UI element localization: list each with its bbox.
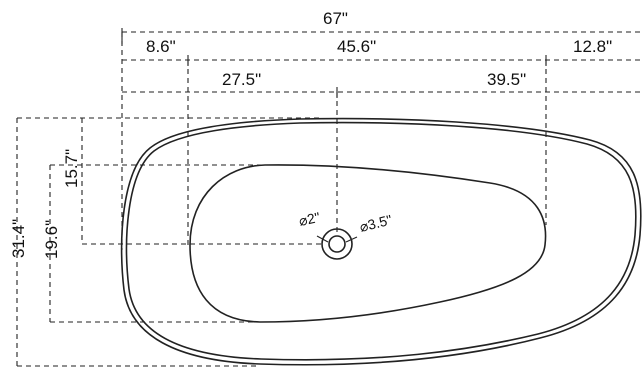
tub-outer-rim-inner xyxy=(125,121,637,361)
basin-outline xyxy=(189,164,547,323)
dim-left-to-drain: 27.5" xyxy=(222,70,261,89)
drain-inner xyxy=(328,235,346,253)
dim-basin-length: 45.6" xyxy=(337,37,376,56)
dim-drain-inner-dia: ⌀2" xyxy=(297,209,321,229)
dim-overall-width: 31.4" xyxy=(9,219,28,258)
dim-right-offset: 12.8" xyxy=(573,37,612,56)
dim-drain-from-top: 15.7" xyxy=(62,149,81,188)
dim-drain-outer-dia: ⌀3.5" xyxy=(358,211,394,234)
dim-left-to-basin: 8.6" xyxy=(146,37,176,56)
dim-basin-width: 19.6" xyxy=(42,220,61,259)
tub-outer-rim xyxy=(120,117,642,366)
dim-drain-to-right: 39.5" xyxy=(487,70,526,89)
dim-overall-length: 67" xyxy=(323,9,348,28)
drain-outer xyxy=(321,228,353,260)
